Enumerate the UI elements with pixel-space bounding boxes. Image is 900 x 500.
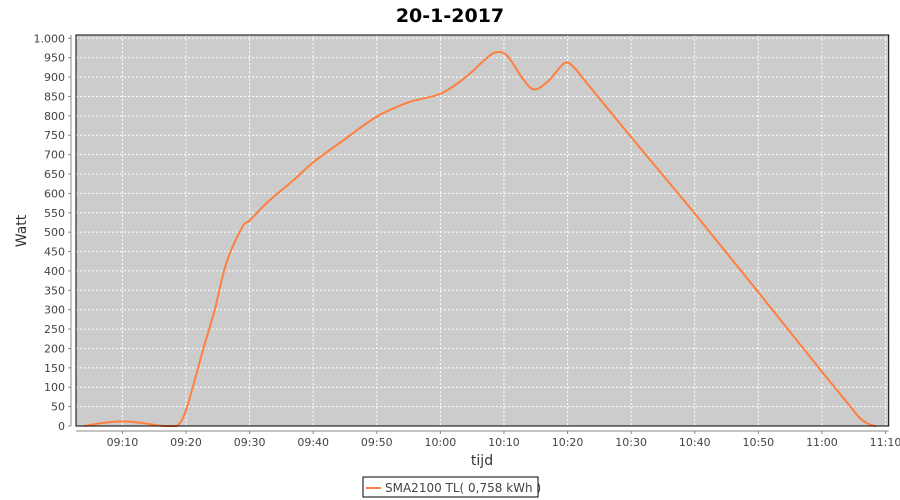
x-axis-label: tijd: [471, 453, 493, 469]
legend-box: [362, 476, 539, 498]
series-layer: [84, 50, 877, 427]
y-tick-label: 550: [44, 207, 65, 220]
y-tick-label: 200: [44, 342, 65, 355]
y-axis-label: Watt: [14, 214, 30, 247]
x-tick-label: 09:10: [107, 436, 139, 449]
x-tick-label: 10:40: [679, 436, 711, 449]
x-tick-label: 10:50: [742, 436, 774, 449]
y-tick-label: 500: [44, 226, 65, 239]
x-axis: 09:10 09:20 09:30 09:40 09:50 10:00 10:10 10:20…: [76, 430, 900, 449]
y-tick-label: 800: [44, 110, 65, 123]
y-axis: 0 50 100 150 200 250 300 350 400 450 500 550 600 650 7…: [34, 32, 72, 433]
y-tick-label: 100: [44, 381, 65, 394]
y-tick-label: 950: [44, 52, 65, 65]
x-tick-label: 11:10: [870, 436, 900, 449]
series-line: [84, 50, 877, 427]
y-tick-label: 850: [44, 90, 65, 103]
legend: SMA2100 TL( 0,758 kWh ): [362, 476, 541, 498]
x-tick-label: 10:30: [615, 436, 647, 449]
y-tick-label: 250: [44, 323, 65, 336]
y-tick-label: 50: [51, 401, 65, 414]
y-tick-label: 350: [44, 284, 65, 297]
legend-entry: SMA2100 TL( 0,758 kWh ): [385, 481, 541, 495]
x-tick-label: 10:20: [552, 436, 584, 449]
y-tick-label: 0: [58, 420, 65, 433]
chart-title: 20-1-2017: [396, 5, 504, 27]
y-tick-label: 300: [44, 304, 65, 317]
y-tick-label: 750: [44, 129, 65, 142]
y-tick-label: 650: [44, 168, 65, 181]
x-tick-label: 10:00: [425, 436, 457, 449]
plot-area: [76, 35, 889, 426]
y-tick-label: 900: [44, 71, 65, 84]
y-tick-label: 1.000: [34, 32, 66, 45]
x-tick-label: 10:10: [488, 436, 520, 449]
y-tick-label: 450: [44, 246, 65, 259]
grid: [76, 35, 889, 426]
y-tick-label: 600: [44, 187, 65, 200]
y-tick-label: 400: [44, 265, 65, 278]
x-tick-label: 09:40: [297, 436, 329, 449]
y-tick-label: 700: [44, 149, 65, 162]
x-tick-label: 11:00: [806, 436, 838, 449]
plot-border: [75, 34, 890, 427]
x-tick-label: 09:50: [361, 436, 393, 449]
x-tick-label: 09:20: [170, 436, 202, 449]
x-tick-label: 09:30: [234, 436, 266, 449]
y-tick-label: 150: [44, 362, 65, 375]
